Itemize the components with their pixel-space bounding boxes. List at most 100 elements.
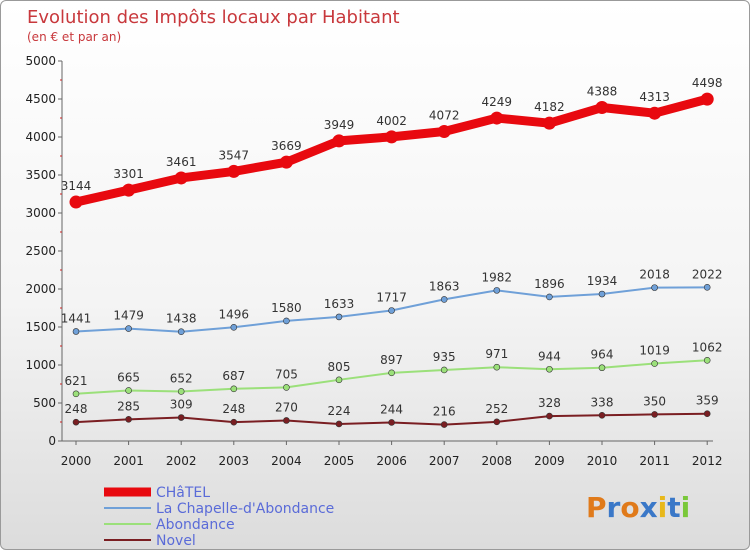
data-label-abondance: 1019: [639, 344, 670, 358]
series-layer: [69, 92, 714, 428]
data-point-la-chapelle-d-abondance: [546, 293, 553, 301]
data-point-abondance: [651, 360, 658, 367]
data-label-novel: 270: [275, 400, 298, 414]
x-tick-label: 2005: [324, 454, 355, 468]
y-tick-label: 3000: [25, 206, 56, 220]
data-point-abondance: [72, 390, 80, 398]
data-label-abondance: 805: [328, 360, 351, 374]
x-tick-label: 2006: [376, 454, 407, 468]
data-label-abondance: 897: [380, 353, 403, 367]
data-label-ch-tel: 3144: [61, 179, 92, 193]
data-label-ch-tel: 4498: [692, 76, 723, 90]
data-point-la-chapelle-d-abondance: [335, 313, 343, 321]
logo-letter: i: [681, 491, 691, 524]
data-label-ch-tel: 4182: [534, 100, 565, 114]
data-point-abondance: [703, 356, 711, 364]
data-label-novel: 244: [380, 402, 403, 416]
y-tick-label: 1000: [25, 358, 56, 372]
data-point-ch-tel: [542, 116, 556, 130]
data-label-ch-tel: 3301: [113, 167, 144, 181]
data-label-novel: 359: [696, 394, 719, 408]
x-tick-label: 2002: [166, 454, 197, 468]
x-tick-label: 2010: [587, 454, 618, 468]
data-label-la-chapelle-d-abondance: 2022: [692, 267, 723, 281]
data-label-la-chapelle-d-abondance: 1580: [271, 301, 302, 315]
data-label-la-chapelle-d-abondance: 1896: [534, 277, 565, 291]
data-label-ch-tel: 3669: [271, 139, 302, 153]
data-point-ch-tel: [595, 101, 609, 115]
logo-letter: t: [667, 491, 680, 524]
data-label-novel: 248: [65, 402, 88, 416]
logo-letter: o: [620, 491, 639, 524]
data-label-ch-tel: 4249: [482, 95, 513, 109]
data-label-abondance: 964: [591, 348, 614, 362]
data-point-abondance: [598, 364, 606, 372]
data-label-abondance: 621: [65, 374, 88, 388]
x-tick-label: 2001: [113, 454, 144, 468]
data-label-abondance: 944: [538, 349, 561, 363]
data-point-ch-tel: [279, 155, 293, 169]
data-point-ch-tel: [227, 164, 241, 178]
data-point-abondance: [177, 388, 185, 395]
data-label-ch-tel: 4313: [639, 90, 670, 104]
data-label-la-chapelle-d-abondance: 1982: [482, 270, 513, 284]
data-label-novel: 248: [222, 402, 245, 416]
x-tick-label: 2012: [692, 454, 723, 468]
data-label-novel: 309: [170, 398, 193, 412]
proxiti-logo: Proxiti: [586, 491, 690, 524]
data-point-abondance: [440, 366, 448, 374]
data-point-ch-tel: [385, 130, 399, 144]
data-point-abondance: [493, 363, 501, 371]
legend-label: Abondance: [156, 517, 235, 533]
data-point-la-chapelle-d-abondance: [177, 328, 185, 336]
data-point-abondance: [546, 365, 553, 373]
data-point-abondance: [388, 369, 395, 377]
y-tick-label: 2500: [25, 244, 56, 258]
x-tick-label: 2008: [482, 454, 513, 468]
data-label-la-chapelle-d-abondance: 1717: [376, 291, 407, 305]
data-labels: 1441 1479 1438 1496 1580 1633 1717 1863 1982 1896…: [61, 76, 723, 418]
data-label-novel: 252: [485, 402, 508, 416]
data-point-novel: [598, 412, 606, 419]
data-label-abondance: 1062: [692, 340, 723, 354]
chart-subtitle: (en € et par an): [27, 30, 121, 44]
data-label-abondance: 971: [485, 347, 508, 361]
data-label-novel: 328: [538, 396, 561, 410]
y-tick-label: 1500: [25, 320, 56, 334]
data-label-la-chapelle-d-abondance: 1863: [429, 279, 460, 293]
logo-letter: P: [586, 491, 607, 524]
data-point-novel: [546, 412, 553, 420]
data-point-novel: [230, 418, 238, 426]
data-label-la-chapelle-d-abondance: 1438: [166, 312, 197, 326]
data-point-novel: [283, 417, 290, 424]
data-point-abondance: [230, 385, 238, 393]
data-label-la-chapelle-d-abondance: 2018: [639, 268, 670, 282]
logo-letter: i: [658, 491, 668, 524]
x-tick-label: 2009: [534, 454, 565, 468]
data-label-abondance: 705: [275, 367, 298, 381]
data-point-novel: [703, 410, 711, 418]
data-point-la-chapelle-d-abondance: [283, 317, 290, 325]
axes: 0 500 1000 1500 2000 2500 3000 3500 4000 4500 5000…: [25, 54, 722, 468]
data-label-novel: 224: [328, 404, 351, 418]
data-point-novel: [125, 416, 132, 423]
data-point-ch-tel: [174, 171, 188, 185]
y-tick-label: 5000: [25, 54, 56, 68]
y-tick-label: 3500: [25, 168, 56, 182]
data-label-abondance: 665: [117, 370, 140, 384]
data-point-novel: [335, 420, 343, 428]
data-point-abondance: [125, 387, 132, 394]
chart-title: Evolution des Impôts locaux par Habitant: [27, 7, 400, 28]
logo-letter: r: [607, 491, 621, 524]
data-label-ch-tel: 3949: [324, 118, 355, 132]
data-label-ch-tel: 4072: [429, 109, 460, 123]
data-point-ch-tel: [69, 195, 83, 209]
data-point-la-chapelle-d-abondance: [703, 284, 711, 291]
data-point-novel: [72, 418, 80, 426]
data-point-la-chapelle-d-abondance: [493, 287, 501, 294]
data-point-abondance: [283, 384, 290, 391]
data-point-novel: [493, 418, 501, 426]
